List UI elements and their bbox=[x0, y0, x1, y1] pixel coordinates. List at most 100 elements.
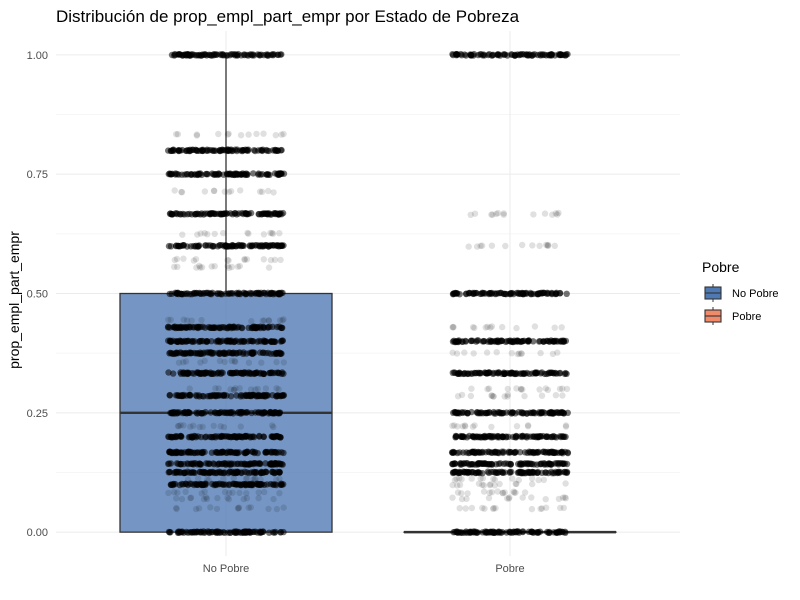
data-point bbox=[190, 528, 198, 535]
data-point bbox=[205, 476, 212, 484]
data-point bbox=[193, 264, 200, 271]
data-point bbox=[265, 317, 273, 324]
data-point bbox=[492, 505, 499, 512]
data-point bbox=[276, 475, 283, 482]
data-point bbox=[260, 323, 267, 331]
data-point bbox=[274, 369, 281, 376]
data-point bbox=[255, 211, 262, 218]
data-point bbox=[454, 370, 461, 377]
data-point bbox=[269, 147, 277, 154]
data-point bbox=[192, 433, 199, 440]
data-point bbox=[224, 529, 232, 536]
data-point bbox=[493, 369, 500, 376]
data-point bbox=[278, 350, 285, 357]
data-point bbox=[197, 230, 204, 237]
data-point bbox=[175, 529, 183, 536]
data-point bbox=[463, 495, 470, 502]
data-point bbox=[165, 489, 172, 497]
data-point bbox=[241, 256, 248, 264]
data-point bbox=[468, 504, 476, 512]
data-point bbox=[241, 51, 248, 58]
data-point bbox=[272, 350, 280, 357]
data-point bbox=[219, 349, 227, 357]
data-point bbox=[177, 392, 184, 399]
data-point bbox=[543, 241, 550, 249]
data-point bbox=[546, 528, 553, 536]
data-point bbox=[228, 357, 235, 365]
data-point bbox=[518, 350, 525, 357]
data-point bbox=[177, 211, 184, 218]
data-point bbox=[260, 130, 267, 137]
data-point bbox=[551, 324, 558, 331]
data-point bbox=[530, 211, 537, 218]
data-point bbox=[528, 505, 536, 513]
points-no-pobre bbox=[164, 50, 288, 537]
data-point bbox=[461, 349, 468, 356]
data-point bbox=[488, 242, 496, 249]
data-point bbox=[277, 256, 284, 264]
data-point bbox=[544, 386, 552, 394]
data-point bbox=[479, 481, 486, 489]
data-point bbox=[226, 481, 233, 488]
data-point bbox=[470, 290, 477, 298]
data-point bbox=[180, 350, 187, 357]
data-point bbox=[279, 392, 286, 399]
data-point bbox=[232, 358, 239, 366]
data-point bbox=[483, 349, 491, 356]
data-point bbox=[178, 495, 186, 503]
data-point bbox=[228, 263, 236, 271]
data-point bbox=[496, 480, 503, 488]
data-point bbox=[179, 231, 186, 238]
data-point bbox=[182, 469, 189, 477]
data-point bbox=[261, 488, 268, 496]
data-point bbox=[546, 449, 554, 456]
data-point bbox=[203, 338, 210, 345]
data-point bbox=[508, 468, 515, 476]
data-point bbox=[544, 289, 551, 296]
data-point bbox=[464, 490, 471, 497]
data-point bbox=[253, 289, 260, 297]
data-point bbox=[237, 423, 244, 430]
data-point bbox=[262, 385, 270, 392]
data-point bbox=[221, 488, 229, 496]
data-point bbox=[471, 210, 479, 217]
data-point bbox=[167, 316, 174, 323]
data-point bbox=[220, 392, 228, 399]
data-point bbox=[255, 495, 262, 502]
data-point bbox=[178, 188, 185, 196]
data-point bbox=[277, 461, 284, 468]
data-point bbox=[222, 243, 230, 250]
data-point bbox=[487, 481, 494, 488]
data-point bbox=[242, 210, 249, 217]
data-point bbox=[195, 475, 202, 482]
data-point bbox=[475, 480, 483, 487]
data-point bbox=[259, 392, 266, 400]
data-point bbox=[226, 52, 233, 59]
data-point bbox=[563, 290, 570, 297]
data-point bbox=[178, 338, 186, 345]
data-point bbox=[562, 369, 569, 377]
data-point bbox=[477, 475, 484, 482]
data-point bbox=[174, 324, 181, 331]
data-point bbox=[233, 369, 240, 376]
data-point bbox=[171, 489, 178, 496]
data-point bbox=[202, 242, 209, 249]
data-point bbox=[260, 317, 268, 324]
data-point bbox=[556, 385, 564, 393]
y-axis-label: prop_empl_part_empr bbox=[6, 231, 22, 369]
data-point bbox=[489, 211, 496, 218]
data-point bbox=[451, 422, 458, 429]
data-point bbox=[273, 505, 281, 513]
data-point bbox=[220, 423, 228, 431]
data-point bbox=[555, 495, 563, 503]
data-point bbox=[251, 370, 258, 378]
data-point bbox=[499, 449, 507, 457]
data-point bbox=[507, 461, 514, 468]
data-point bbox=[562, 433, 569, 440]
data-point bbox=[201, 188, 209, 195]
data-point bbox=[462, 505, 469, 512]
data-point bbox=[271, 210, 278, 217]
data-point bbox=[208, 350, 216, 357]
data-point bbox=[519, 386, 526, 393]
data-point bbox=[537, 505, 544, 512]
